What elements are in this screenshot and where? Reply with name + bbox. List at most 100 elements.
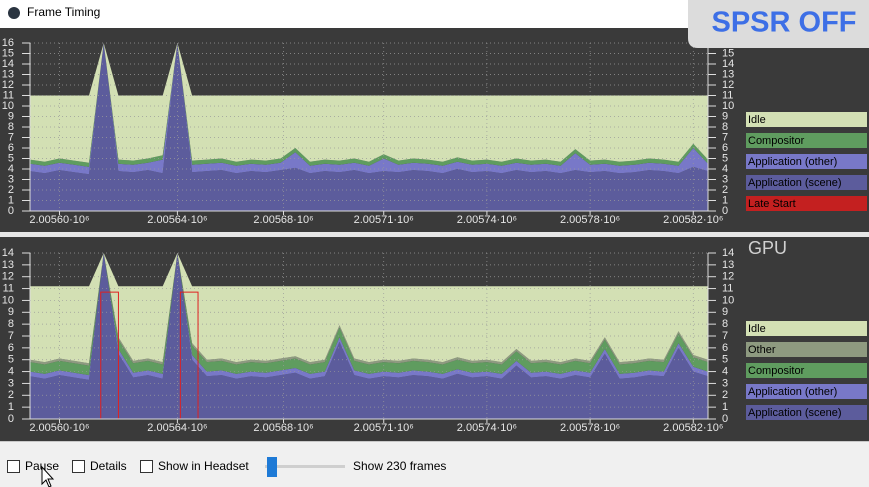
y-tick-label: 0 (8, 413, 14, 425)
y-tick-label: 0 (8, 205, 14, 217)
y-tick-label-right: 11 (722, 89, 733, 101)
y-tick-label-right: 4 (722, 365, 728, 377)
y-tick-label: 16 (2, 37, 14, 49)
x-tick-label: 2.00574·10⁶ (457, 214, 517, 226)
y-tick-label: 13 (2, 68, 14, 80)
y-tick-label: 2 (8, 184, 14, 196)
legend-label: Idle (748, 323, 766, 335)
y-tick-label-right: 8 (722, 318, 728, 330)
y-tick-label: 11 (3, 89, 14, 101)
area (30, 43, 708, 211)
legend-swatch (746, 133, 867, 148)
y-tick-label-right: 9 (722, 110, 728, 122)
y-tick-label-right: 13 (722, 68, 734, 80)
y-tick-label: 9 (8, 110, 14, 122)
y-tick-label-right: 3 (722, 173, 728, 185)
y-tick-label-right: 8 (722, 121, 728, 133)
app-icon (8, 7, 20, 19)
legend-swatch (746, 405, 867, 420)
headset-checkbox[interactable] (140, 460, 153, 473)
overlay-text: SPSR OFF (711, 7, 856, 39)
y-tick-label: 1 (8, 401, 14, 413)
x-tick-label: 2.00564·10⁶ (147, 422, 207, 434)
x-tick-label: 2.00582·10⁶ (663, 214, 723, 226)
x-tick-label: 2.00574·10⁶ (457, 422, 517, 434)
pause-label[interactable]: Pause (25, 459, 59, 473)
y-tick-label-right: 1 (722, 401, 728, 413)
y-tick-label-right: 5 (722, 152, 728, 164)
legend-label: Compositor (748, 365, 805, 377)
y-tick-label-right: 9 (722, 306, 728, 318)
separator (0, 232, 869, 237)
details-checkbox[interactable] (72, 460, 85, 473)
x-tick-label: 2.00564·10⁶ (147, 214, 207, 226)
x-tick-label: 2.00571·10⁶ (354, 214, 414, 226)
x-tick-label: 2.00571·10⁶ (354, 422, 414, 434)
y-tick-label-right: 3 (722, 377, 728, 389)
y-tick-label: 4 (8, 163, 14, 175)
frames-label: Show 230 frames (353, 459, 446, 473)
details-label[interactable]: Details (90, 459, 127, 473)
y-tick-label: 12 (2, 271, 14, 283)
y-tick-label: 12 (2, 79, 14, 91)
slider-thumb[interactable] (267, 457, 277, 477)
y-tick-label: 6 (8, 142, 14, 154)
headset-label[interactable]: Show in Headset (158, 459, 249, 473)
x-tick-label: 2.00578·10⁶ (560, 214, 620, 226)
slider-track (265, 465, 345, 468)
plots: Late Start Application (scene) Application… (2, 37, 867, 434)
y-tick-label: 8 (8, 318, 14, 330)
y-tick-label-right: 6 (722, 142, 728, 154)
y-tick-label-right: 10 (722, 100, 734, 112)
legend-label: Other (748, 344, 776, 356)
legend-label: Application (scene) (748, 407, 842, 419)
y-tick-label-right: 14 (722, 58, 734, 70)
legend-swatch (746, 112, 867, 127)
y-tick-label-right: 6 (722, 342, 728, 354)
y-tick-label: 14 (2, 247, 14, 259)
overlay-box (688, 0, 869, 48)
y-tick-label: 3 (8, 377, 14, 389)
y-tick-label: 6 (8, 342, 14, 354)
x-tick-label: 2.00582·10⁶ (663, 422, 723, 434)
y-tick-label-right: 7 (722, 131, 728, 143)
y-tick-label: 5 (8, 152, 14, 164)
area (30, 253, 708, 419)
legend-swatch (746, 342, 867, 357)
y-tick-label: 1 (8, 194, 14, 206)
legend-swatch (746, 363, 867, 378)
legend-label: Compositor (748, 135, 805, 147)
y-tick-label-right: 2 (722, 389, 728, 401)
x-tick-label: 2.00568·10⁶ (253, 214, 313, 226)
legend-swatch (746, 384, 867, 399)
y-tick-label-right: 15 (722, 47, 734, 59)
y-tick-label: 2 (8, 389, 14, 401)
y-tick-label: 15 (2, 47, 14, 59)
x-tick-label: 2.00568·10⁶ (253, 422, 313, 434)
area (30, 43, 708, 163)
window-title: Frame Timing (27, 5, 100, 19)
y-tick-label: 14 (2, 58, 14, 70)
legend-swatch (746, 196, 867, 211)
y-tick-label: 9 (8, 306, 14, 318)
y-tick-label-right: 14 (722, 247, 734, 259)
x-tick-label: 2.00578·10⁶ (560, 422, 620, 434)
y-tick-label-right: 0 (722, 205, 728, 217)
x-tick-label: 2.00560·10⁶ (29, 422, 89, 434)
y-tick-label: 4 (8, 365, 14, 377)
y-tick-label: 10 (2, 100, 14, 112)
y-tick-label-right: 10 (722, 294, 734, 306)
y-tick-label: 3 (8, 173, 14, 185)
y-tick-label: 11 (3, 282, 14, 294)
y-tick-label: 8 (8, 121, 14, 133)
chart-title: GPU (748, 238, 787, 258)
y-tick-label: 13 (2, 259, 14, 271)
x-tick-label: 2.00560·10⁶ (29, 214, 89, 226)
y-tick-label-right: 1 (722, 194, 728, 206)
y-tick-label-right: 12 (722, 271, 734, 283)
pause-checkbox[interactable] (7, 460, 20, 473)
y-tick-label: 7 (8, 131, 14, 143)
y-tick-label-right: 2 (722, 184, 728, 196)
